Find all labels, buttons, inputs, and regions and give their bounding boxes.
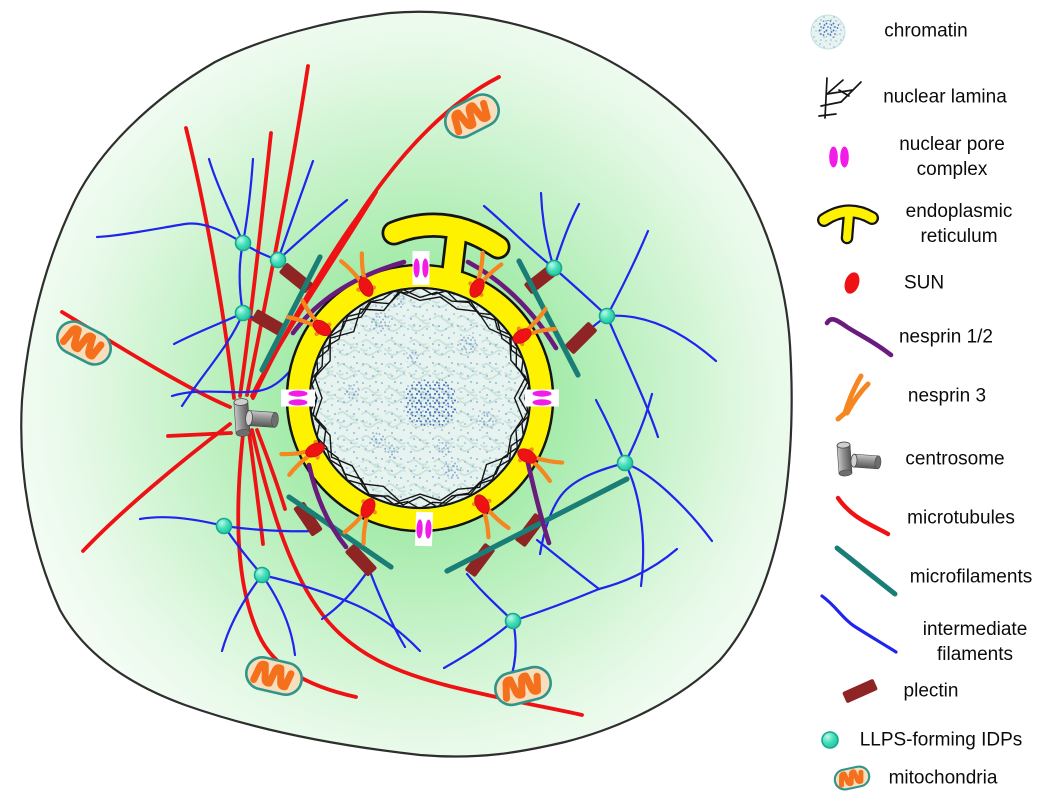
endoplasmic-reticulum-icon [817,204,879,245]
llps-idp [234,304,252,322]
plectin [345,543,377,577]
microtubules [60,64,584,717]
microtubules-icon [835,495,891,537]
llps-idp [545,259,563,277]
nesprin-1-2-icon [824,317,894,358]
nuclear-pore-complex [414,511,434,547]
nuclear-pore-complex [525,389,559,407]
llps-idp [253,566,271,584]
intermediate-filaments-icon [820,594,898,654]
llps-idp [598,307,616,325]
plectin [251,309,287,337]
centrosome [233,398,279,437]
legend-label-nuclear-lamina: nuclear lamina [883,86,1007,108]
legend-label-sun: SUN [903,272,945,294]
microfilaments [259,254,630,574]
llps-idp [269,251,287,269]
nuclear-pore-complex-icon [829,146,849,168]
llps-forming-idps-icon [821,731,839,749]
llps-idp [504,612,522,630]
nesprin-3-icon [835,373,871,422]
nuclear-lamina-icon [818,77,862,119]
heterochromatin-clusters [344,293,495,491]
nucleus [281,212,559,547]
nuclear-pore-complex [281,389,315,407]
legend-label-microtubules: microtubules [907,507,1015,529]
legend-label-plectin: plectin [903,680,959,702]
legend-label-endoplasmic-reticulum: endoplasmic reticulum [905,201,1013,247]
llps-idp [616,454,634,472]
nuclear-pore-complex [412,251,430,285]
llps-idp [234,234,252,252]
plectin [293,502,323,536]
legend-label-centrosome: centrosome [905,448,1005,470]
legend-label-nuclear-pore-complex: nuclear pore complex [899,134,1005,180]
nucleolus [403,379,457,428]
legend-label-chromatin: chromatin [884,20,968,42]
llps-idp-droplets [215,234,634,630]
centrosome-icon [836,441,882,477]
legend-label-nesprin-1-2: nesprin 1/2 [898,326,993,348]
legend-label-microfilaments: microfilaments [909,566,1033,588]
plectin [565,322,597,354]
nuclear-lamina [311,289,529,507]
chromatin-icon [810,14,846,50]
mitochondria-icon [833,765,871,791]
plectin-icon [842,679,878,703]
cell-diagram [20,10,793,758]
microfilaments-icon [834,545,898,597]
endoplasmic-reticulum [381,212,511,285]
legend-label-nesprin-3: nesprin 3 [907,385,987,407]
legend-label-intermediate-filaments: intermediate filaments [922,619,1028,665]
legend-label-mitochondria: mitochondria [888,767,998,789]
llps-idp [215,517,233,535]
sun-icon [844,272,860,294]
legend-label-llps-forming-idps: LLPS-forming IDPs [859,729,1023,751]
